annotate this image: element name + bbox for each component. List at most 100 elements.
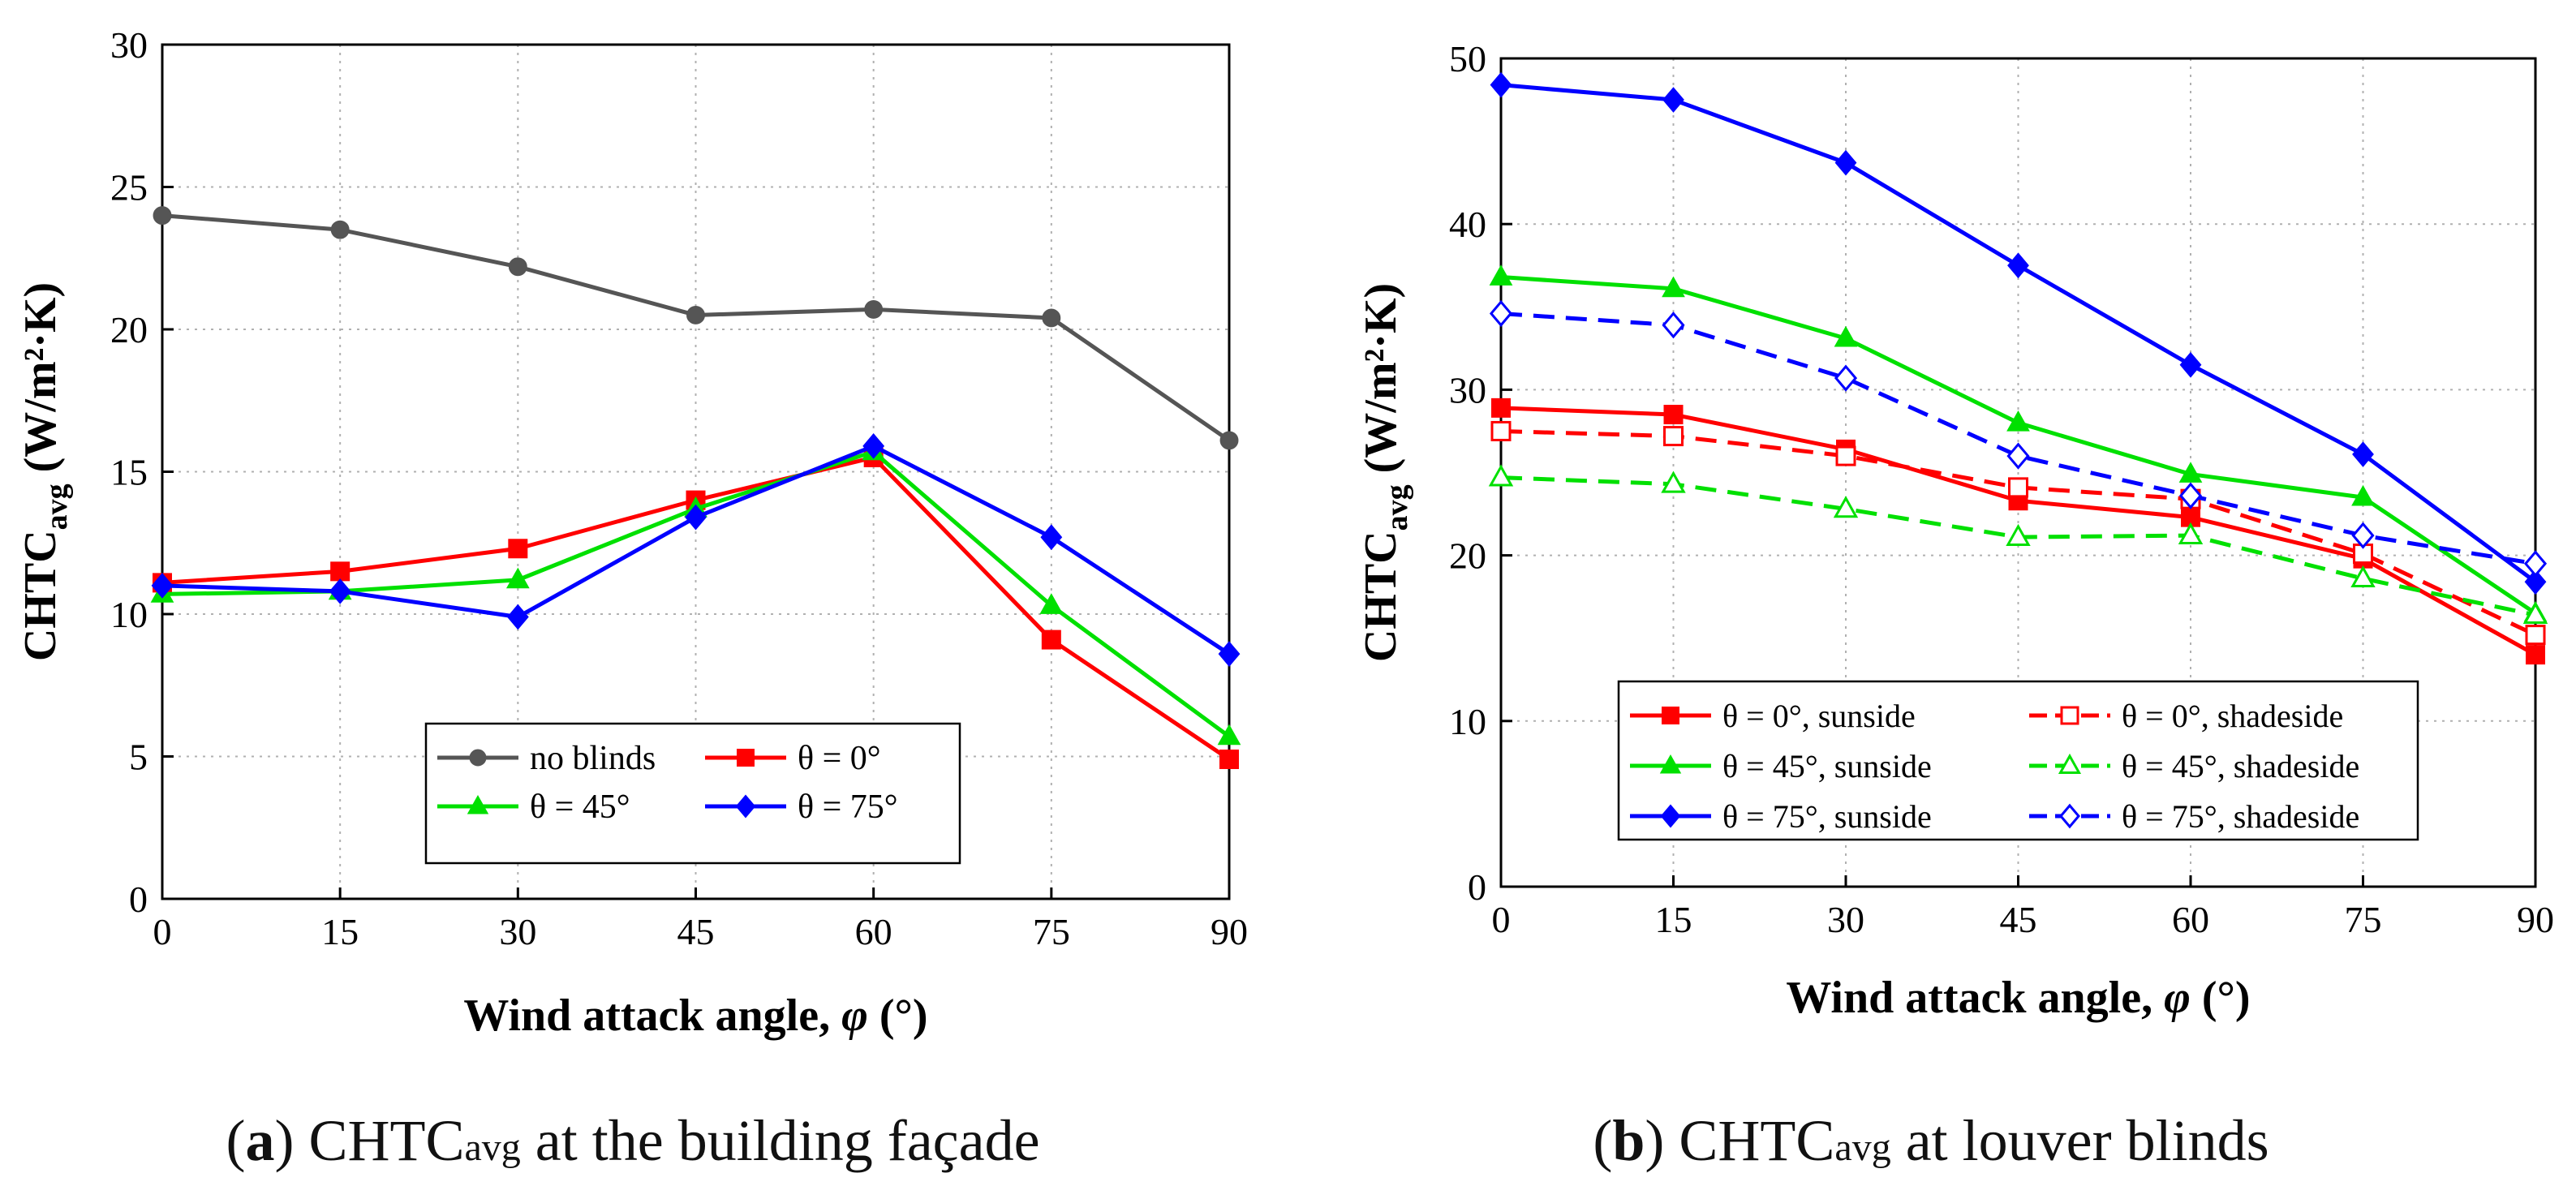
data-point bbox=[2178, 482, 2203, 509]
legend-item: no blinds bbox=[437, 740, 656, 777]
legend-box bbox=[1617, 680, 2419, 841]
y-tick-label: 20 bbox=[110, 309, 148, 350]
x-tick-label: 60 bbox=[855, 911, 892, 952]
x-tick-label: 75 bbox=[2345, 899, 2382, 940]
legend-item: θ = 75°, sunside bbox=[1630, 798, 1932, 835]
legend-marker bbox=[2060, 706, 2079, 725]
y-tick-label: 20 bbox=[1449, 535, 1486, 577]
legend-label: θ = 0° bbox=[798, 740, 881, 777]
x-tick-label: 90 bbox=[1211, 911, 1248, 952]
data-point bbox=[1218, 641, 1241, 667]
data-point bbox=[1663, 426, 1684, 447]
data-point bbox=[2007, 252, 2029, 279]
y-tick-label: 10 bbox=[110, 594, 148, 635]
y-axis-title-text: CHTC bbox=[1356, 531, 1406, 662]
y-tick-label: 30 bbox=[110, 24, 148, 66]
data-point bbox=[864, 299, 884, 319]
data-point bbox=[2525, 625, 2546, 646]
y-tick-label: 15 bbox=[110, 452, 148, 493]
legend-item: θ = 45°, sunside bbox=[1630, 748, 1932, 784]
legend-label: θ = 45°, sunside bbox=[1722, 748, 1932, 784]
x-tick-label: 75 bbox=[1033, 911, 1070, 952]
x-tick-label: 45 bbox=[677, 911, 715, 952]
data-point bbox=[151, 573, 174, 599]
data-point bbox=[2351, 522, 2375, 549]
legend-label: θ = 45° bbox=[530, 789, 630, 826]
legend-item: θ = 0° bbox=[705, 740, 881, 777]
data-point bbox=[330, 220, 350, 239]
y-axis-title: CHTCavg (W/m²·K) bbox=[1356, 283, 1414, 662]
x-axis-title: Wind attack angle, φ (°) bbox=[1786, 973, 2250, 1023]
data-point bbox=[862, 433, 885, 459]
data-point bbox=[1489, 264, 1513, 286]
y-tick-label: 0 bbox=[1468, 866, 1486, 908]
data-point bbox=[330, 561, 350, 582]
data-point bbox=[1039, 593, 1064, 614]
y-tick-label: 0 bbox=[129, 879, 148, 920]
legend: no blinds θ = 0° θ = 45° θ = 75° bbox=[424, 722, 961, 865]
x-tick-label: 15 bbox=[1655, 899, 1692, 940]
series-3 bbox=[1488, 464, 2548, 624]
data-point bbox=[1488, 464, 1514, 487]
data-point bbox=[2522, 601, 2548, 624]
data-point bbox=[1219, 750, 1239, 770]
data-point bbox=[1491, 397, 1511, 418]
x-axis-title-text: Wind attack angle, bbox=[463, 990, 841, 1041]
series-3 bbox=[151, 433, 1241, 667]
legend-item: θ = 75°, shadeside bbox=[2029, 798, 2359, 835]
data-point bbox=[1040, 524, 1063, 551]
data-point bbox=[1041, 630, 1061, 650]
data-point bbox=[1662, 276, 1685, 298]
data-point bbox=[1219, 431, 1239, 450]
y-tick-label: 40 bbox=[1449, 204, 1486, 245]
legend-label: θ = 75°, shadeside bbox=[2122, 798, 2359, 835]
legend-item: θ = 45°, shadeside bbox=[2029, 748, 2359, 784]
data-point bbox=[2526, 645, 2545, 665]
legend-marker bbox=[735, 794, 756, 819]
legend-item: θ = 45° bbox=[437, 789, 630, 826]
x-axis-title: Wind attack angle, φ (°) bbox=[463, 990, 927, 1041]
legend-item: θ = 0°, sunside bbox=[1630, 698, 1916, 734]
data-point bbox=[508, 539, 528, 559]
x-tick-label: 15 bbox=[321, 911, 359, 952]
data-point bbox=[1834, 325, 1858, 347]
series-4 bbox=[1490, 71, 2547, 595]
x-axis-title-unit: (°) bbox=[2191, 973, 2251, 1023]
data-point bbox=[2006, 410, 2030, 432]
y-tick-label: 5 bbox=[129, 737, 148, 778]
caption-b: (b) CHTCavg at louver blinds bbox=[1593, 1108, 2269, 1173]
legend-marker bbox=[1659, 754, 1682, 774]
data-point bbox=[2351, 484, 2375, 506]
legend-marker bbox=[1662, 707, 1679, 724]
legend-label: θ = 0°, shadeside bbox=[2122, 698, 2343, 734]
x-tick-label: 0 bbox=[1492, 899, 1511, 940]
data-point bbox=[1490, 420, 1512, 441]
legend-label: θ = 0°, sunside bbox=[1722, 698, 1916, 734]
legend-marker bbox=[467, 794, 489, 814]
data-point bbox=[1042, 308, 1061, 328]
data-point bbox=[1663, 405, 1684, 425]
x-tick-label: 30 bbox=[499, 911, 536, 952]
x-axis-title-unit: (°) bbox=[868, 990, 928, 1041]
y-axis-title-text: CHTC bbox=[15, 530, 66, 661]
data-point bbox=[508, 257, 527, 277]
x-axis-title-symbol: φ bbox=[841, 990, 868, 1041]
x-tick-label: 60 bbox=[2172, 899, 2209, 940]
data-point bbox=[1661, 471, 1686, 493]
chart-a-façade: 0 15 30 45 60 75 90 0 5 10 15 20 25 30 Wind attack ang… bbox=[15, 24, 1248, 1041]
data-point bbox=[1662, 87, 1684, 113]
series-5 bbox=[1489, 299, 2548, 578]
data-point bbox=[506, 604, 529, 630]
legend-marker bbox=[2059, 803, 2080, 829]
y-tick-label: 50 bbox=[1449, 38, 1486, 79]
x-axis-title-symbol: φ bbox=[2164, 973, 2191, 1023]
series-2 bbox=[150, 439, 1241, 746]
data-point bbox=[2006, 442, 2030, 470]
data-point bbox=[153, 206, 172, 226]
y-axis-title-sub: avg bbox=[1380, 484, 1414, 531]
data-point bbox=[2178, 462, 2203, 483]
y-axis-title-unit: (W/m²·K) bbox=[1356, 283, 1406, 485]
y-tick-label: 10 bbox=[1449, 701, 1486, 742]
data-point bbox=[2006, 523, 2031, 546]
